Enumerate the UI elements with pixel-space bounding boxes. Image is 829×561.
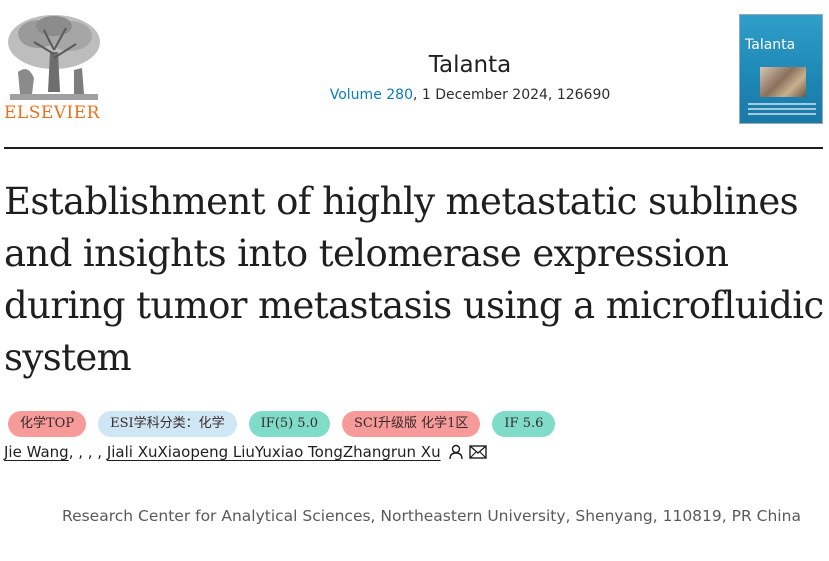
article-header: ELSEVIER Talanta Volume 280, 1 December …: [0, 0, 829, 150]
cover-text-lines: [748, 103, 816, 118]
envelope-icon[interactable]: [468, 445, 487, 459]
author-affiliation: Research Center for Analytical Sciences,…: [62, 507, 801, 525]
journal-badges: 化学TOP ESI学科分类：化学 IF(5) 5.0 SCI升级版 化学1区 I…: [8, 411, 556, 437]
badge-sci-zone[interactable]: SCI升级版 化学1区: [342, 411, 481, 437]
journal-cover-image[interactable]: Talanta: [739, 14, 823, 124]
elsevier-wordmark: ELSEVIER: [4, 103, 100, 123]
person-icon[interactable]: [448, 444, 464, 460]
volume-link[interactable]: Volume 280: [329, 87, 413, 103]
badge-chem-top[interactable]: 化学TOP: [8, 411, 87, 437]
article-title: Establishment of highly metastatic subli…: [4, 180, 824, 379]
badge-impact-factor[interactable]: IF 5.6: [492, 411, 556, 437]
author-separators: , , , ,: [68, 443, 107, 461]
tree-icon: [4, 12, 104, 104]
header-divider: [4, 147, 823, 149]
author-group-link[interactable]: Jiali XuXiaopeng LiuYuxiao TongZhangrun …: [106, 443, 441, 461]
journal-info: Talanta Volume 280, 1 December 2024, 126…: [230, 52, 710, 103]
journal-title[interactable]: Talanta: [428, 52, 512, 78]
citation-details: , 1 December 2024, 126690: [412, 87, 611, 103]
author-jie-wang[interactable]: Jie Wang: [4, 443, 69, 461]
cover-photo: [760, 67, 806, 97]
elsevier-tree-logo[interactable]: [4, 12, 104, 126]
badge-if5[interactable]: IF(5) 5.0: [248, 411, 330, 437]
author-list: Jie Wang , , , , Jiali XuXiaopeng LiuYux…: [4, 443, 487, 461]
citation-line: Volume 280, 1 December 2024, 126690: [230, 87, 710, 103]
corresponding-author-icons: [448, 444, 487, 460]
badge-esi-category[interactable]: ESI学科分类：化学: [98, 411, 237, 437]
cover-title: Talanta: [745, 37, 796, 53]
